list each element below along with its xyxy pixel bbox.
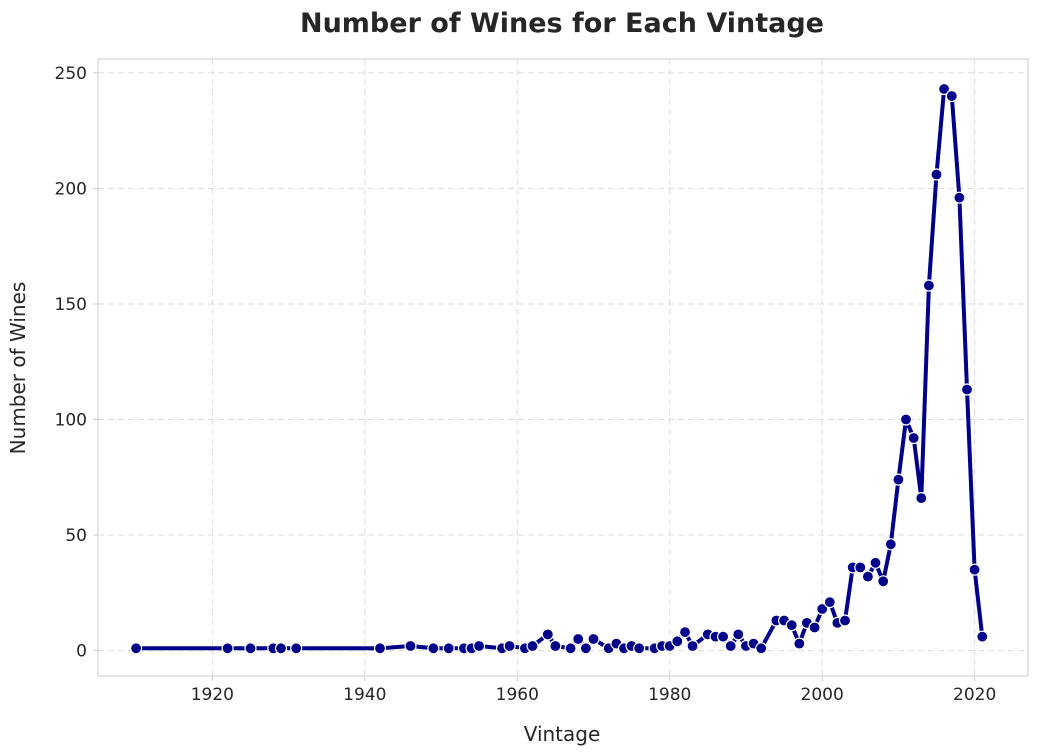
data-point	[785, 619, 798, 632]
data-point	[724, 639, 737, 653]
x-tick-label: 1920	[191, 685, 234, 705]
data-point	[221, 642, 234, 655]
data-point	[915, 492, 928, 505]
x-tick-label: 2000	[801, 685, 844, 705]
data-point	[755, 642, 768, 655]
data-point	[549, 639, 562, 653]
y-tick-label: 0	[76, 642, 87, 662]
data-point	[473, 639, 486, 653]
data-point	[899, 413, 913, 426]
data-point	[793, 637, 806, 650]
data-point	[587, 632, 600, 646]
data-point	[579, 642, 593, 655]
data-point	[442, 642, 455, 655]
data-point	[953, 191, 966, 204]
data-point	[892, 473, 905, 486]
data-point	[290, 642, 303, 655]
x-axis-label: Vintage	[524, 722, 601, 746]
data-point	[404, 639, 417, 653]
data-point	[869, 556, 882, 569]
data-point	[373, 642, 387, 655]
chart-title: Number of Wines for Each Vintage	[300, 8, 824, 39]
plot-frame	[97, 58, 1029, 677]
data-point	[838, 614, 852, 627]
data-point	[930, 168, 943, 181]
data-point	[976, 630, 989, 643]
data-point	[274, 642, 288, 655]
data-point	[907, 431, 920, 445]
data-point	[130, 642, 143, 655]
data-point	[861, 570, 875, 583]
y-tick-label: 200	[55, 179, 87, 199]
x-tick-label: 1980	[648, 685, 691, 705]
y-axis-label: Number of Wines	[6, 282, 30, 455]
data-point	[686, 639, 699, 653]
y-tick-label: 250	[55, 64, 87, 84]
data-point	[572, 632, 585, 646]
x-tick-label: 2020	[953, 685, 996, 705]
data-point	[541, 628, 554, 641]
data-point	[503, 639, 516, 653]
data-point	[922, 279, 936, 292]
data-point	[671, 635, 684, 648]
y-tick-label: 50	[65, 526, 87, 546]
data-point	[244, 642, 257, 655]
data-point	[877, 575, 890, 588]
data-point	[854, 561, 867, 574]
data-point	[968, 563, 981, 576]
y-axis: 0 50 100 150 200 250	[55, 64, 98, 662]
data-point	[960, 383, 974, 396]
data-point	[564, 642, 577, 655]
data-point	[678, 625, 692, 639]
data-point	[823, 595, 836, 609]
data-point	[716, 630, 730, 643]
y-tick-label: 150	[55, 295, 87, 315]
x-axis: 1920 1940 1960 1980 2000 2020	[191, 676, 996, 705]
data-point	[526, 639, 539, 653]
x-tick-label: 1960	[496, 685, 539, 705]
data-point	[884, 538, 897, 551]
grid	[98, 59, 1028, 676]
data-point	[633, 642, 646, 655]
data-point	[732, 628, 745, 641]
data-point	[816, 602, 829, 616]
data-point	[937, 82, 951, 96]
x-tick-label: 1940	[343, 685, 386, 705]
y-tick-label: 100	[55, 410, 87, 430]
data-point	[427, 642, 440, 655]
data-points	[130, 82, 989, 655]
data-point	[945, 89, 958, 103]
data-point	[808, 621, 821, 634]
